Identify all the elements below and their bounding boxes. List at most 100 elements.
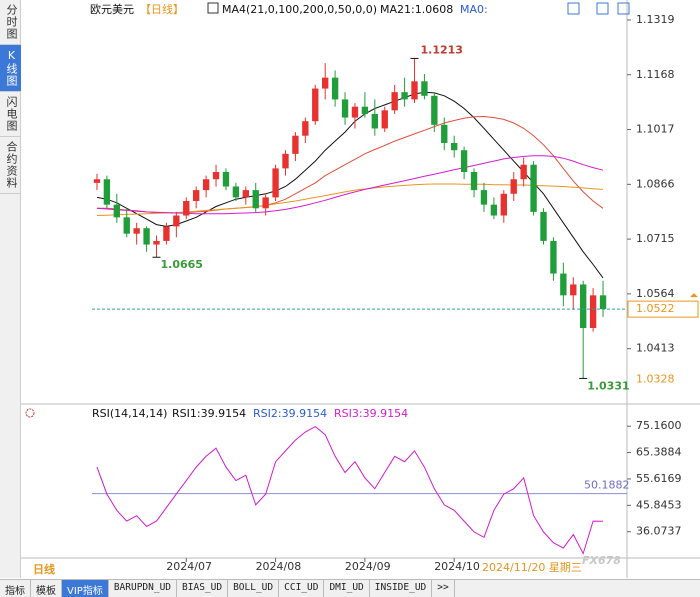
last-price-arrow xyxy=(690,293,698,298)
y-tick-label: 1.0564 xyxy=(636,287,675,300)
ma-value: MA21:1.0608 xyxy=(380,3,453,16)
y-tick-label: 1.1168 xyxy=(636,68,675,81)
bottom-tab[interactable]: 模板 xyxy=(31,580,62,597)
candle-body xyxy=(391,92,398,111)
y-tick-label: 36.0737 xyxy=(636,525,682,538)
candle-body xyxy=(520,164,527,180)
candle-body xyxy=(510,179,517,194)
candle-body xyxy=(93,179,101,183)
candle-body xyxy=(143,228,150,245)
bottom-tab[interactable]: BARUPDN_UD xyxy=(109,580,178,597)
bottom-tab[interactable]: INSIDE_UD xyxy=(370,580,433,597)
icon[interactable] xyxy=(596,2,609,15)
candle-body xyxy=(500,193,507,216)
candle-body xyxy=(351,106,359,118)
side-tab[interactable]: 合约资料 xyxy=(0,137,22,194)
icon[interactable] xyxy=(207,2,219,14)
bottom-tab[interactable]: 指标 xyxy=(0,580,31,597)
x-tick-label: 2024/07 xyxy=(166,560,212,573)
candle-body xyxy=(421,81,428,96)
candle-body xyxy=(589,295,597,328)
watermark: FX678 xyxy=(582,554,621,567)
cursor-date: 2024/11/20 星期三 xyxy=(482,561,582,574)
candle-body xyxy=(371,113,378,129)
legend-entry: RSI1:39.9154 xyxy=(172,407,246,420)
low-label: 1.0665 xyxy=(161,258,203,271)
candle-body xyxy=(153,240,160,245)
ma-line xyxy=(96,155,604,215)
side-tab[interactable]: 闪电图 xyxy=(0,92,22,137)
toolbar-icons[interactable] xyxy=(207,2,630,15)
bottom-tab[interactable]: DMI_UD xyxy=(324,580,370,597)
bottom-tab[interactable]: VIP指标 xyxy=(62,580,109,597)
candle-body xyxy=(441,124,448,143)
bottom-tabs: 指标 模板 VIP指标 BARUPDN_UD BIAS_UD BOLL_UD CCI_UD D… xyxy=(0,579,700,597)
side-tab[interactable]: K线图 xyxy=(0,45,22,92)
y-tick-label: 1.1319 xyxy=(636,13,675,26)
icon[interactable] xyxy=(617,2,630,15)
candle-body xyxy=(232,186,240,198)
candle-body xyxy=(222,171,230,187)
candle-body xyxy=(163,226,170,241)
candle-body xyxy=(272,168,279,198)
ma-line xyxy=(96,183,604,216)
candle-body xyxy=(322,77,329,89)
candle-body xyxy=(173,215,180,227)
candle-body xyxy=(252,190,259,209)
low-label: 1.0331 xyxy=(587,379,629,392)
marker-price-label: 1.0328 xyxy=(636,373,675,386)
candle-body xyxy=(262,197,269,209)
candle-body xyxy=(540,211,547,241)
ma-zero: MA0: xyxy=(460,3,488,16)
bottom-tab[interactable]: BIAS_UD xyxy=(177,580,229,597)
y-tick-label: 75.1600 xyxy=(636,419,682,432)
last-price-box xyxy=(627,300,699,318)
candle-body xyxy=(550,240,557,274)
candle-body xyxy=(292,135,299,154)
x-tick-label: 2024/08 xyxy=(256,560,302,573)
candle-body xyxy=(133,228,140,234)
last-price-label: 1.0522 xyxy=(636,302,675,315)
cursor-date-box xyxy=(480,560,576,576)
candle-body xyxy=(123,217,130,234)
y-tick-label: 45.8453 xyxy=(636,498,682,511)
background xyxy=(21,0,700,579)
y-tick-label: 1.1017 xyxy=(636,123,675,136)
candle-body xyxy=(401,92,408,100)
chart-area: 欧元美元 【日线】 MA4(21,0,100,200,0,50,0,0) MA21:1… xyxy=(21,0,700,579)
bottom-tab[interactable]: >> xyxy=(432,580,455,597)
y-tick-label: 55.6169 xyxy=(636,472,682,485)
bottom-tab[interactable]: BOLL_UD xyxy=(228,580,280,597)
candle-body xyxy=(451,142,458,151)
candle-body xyxy=(470,171,478,191)
candle-body xyxy=(460,150,468,172)
reference-label: 50.1882 xyxy=(584,479,630,492)
candle-body xyxy=(361,106,369,114)
ma-line xyxy=(96,91,604,279)
candle-body xyxy=(202,179,210,191)
candle-body xyxy=(312,88,319,122)
candle-body xyxy=(331,77,339,100)
bottom-tab[interactable]: CCI_UD xyxy=(279,580,325,597)
candle-body xyxy=(580,284,587,328)
candle-body xyxy=(490,204,498,216)
candle-body xyxy=(341,99,349,118)
candle-body xyxy=(282,153,289,169)
legend-entry: RSI2:39.9154 xyxy=(253,407,327,420)
candle-body xyxy=(560,273,567,296)
y-tick-label: 1.0413 xyxy=(636,342,675,355)
legend-entry: RSI3:39.9154 xyxy=(334,407,408,420)
y-tick-label: 1.0866 xyxy=(636,177,675,190)
icon[interactable] xyxy=(567,2,580,15)
rsi-title: RSI(14,14,14) xyxy=(92,407,167,420)
candle-body xyxy=(480,190,488,205)
candle-body xyxy=(242,190,249,198)
side-tab[interactable]: 分时图 xyxy=(0,0,22,45)
settings-icon[interactable] xyxy=(25,408,35,418)
candle-body xyxy=(193,190,200,202)
candle-body xyxy=(599,295,607,310)
y-tick-label: 1.0715 xyxy=(636,232,675,245)
candle-body xyxy=(381,110,388,129)
high-label: 1.1213 xyxy=(421,43,463,56)
